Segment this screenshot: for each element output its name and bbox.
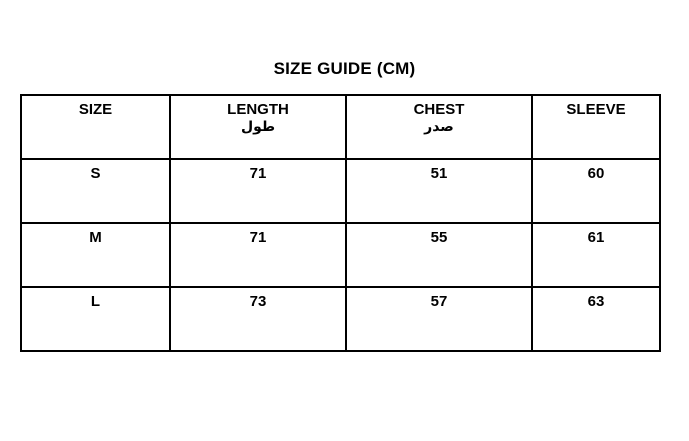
- column-sublabel-length-arabic: طول: [240, 119, 276, 135]
- page-title: SIZE GUIDE (CM): [273, 59, 416, 78]
- header-cell-sleeve: SLEEVE: [531, 94, 661, 160]
- column-label-length: LENGTH: [227, 101, 289, 118]
- cell-size-m: M: [20, 222, 171, 288]
- table-row-m: M 71 55 61: [20, 222, 661, 288]
- cell-size-s: S: [20, 158, 171, 224]
- header-cell-chest: CHEST صدر: [345, 94, 533, 160]
- cell-length-m: 71: [169, 222, 347, 288]
- cell-size-l: L: [20, 286, 171, 352]
- header-row: SIZE LENGTH طول CHEST صدر SLEEVE: [20, 94, 661, 160]
- table-row-l: L 73 57 63: [20, 286, 661, 352]
- column-label-sleeve: SLEEVE: [566, 101, 626, 118]
- header-cell-length: LENGTH طول: [169, 94, 347, 160]
- cell-chest-m: 55: [345, 222, 533, 288]
- size-guide-table: SIZE LENGTH طول CHEST صدر SLEEVE S 71 51…: [20, 94, 661, 352]
- cell-sleeve-l: 63: [531, 286, 661, 352]
- cell-length-l: 73: [169, 286, 347, 352]
- cell-length-s: 71: [169, 158, 347, 224]
- column-label-chest: CHEST: [413, 101, 465, 118]
- table-row-s: S 71 51 60: [20, 158, 661, 224]
- column-label-size: SIZE: [78, 101, 113, 118]
- cell-sleeve-m: 61: [531, 222, 661, 288]
- cell-chest-l: 57: [345, 286, 533, 352]
- cell-chest-s: 51: [345, 158, 533, 224]
- column-sublabel-chest-arabic: صدر: [424, 119, 454, 135]
- cell-sleeve-s: 60: [531, 158, 661, 224]
- header-cell-size: SIZE: [20, 94, 171, 160]
